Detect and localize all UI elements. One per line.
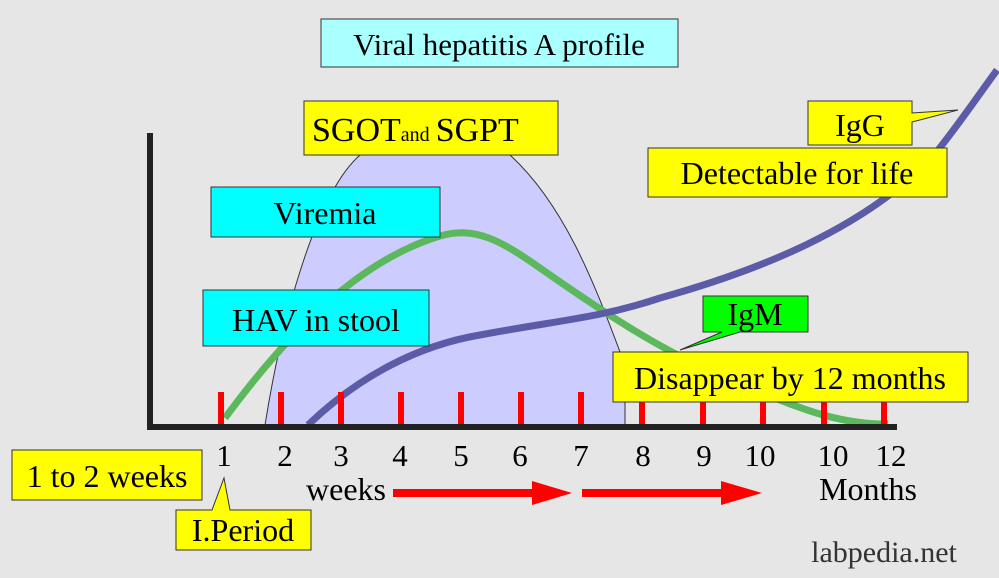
viremia-label: Viremia [274, 195, 377, 231]
title-box [320, 18, 679, 68]
tick-mark [578, 392, 584, 424]
igm-callout [679, 295, 809, 351]
tick-label: 2 [277, 438, 293, 473]
tick-label: 3 [333, 438, 349, 473]
igg-callout [807, 100, 959, 146]
incubation-box [11, 449, 203, 501]
period-callout [175, 476, 312, 551]
tick-mark [700, 392, 706, 424]
tick-label: 5 [453, 438, 469, 473]
viremia-label-box [210, 186, 441, 238]
hav-stool-label-box [202, 289, 430, 347]
watermark: labpedia.net [811, 536, 957, 569]
axis-tick-labels: 1 2 3 4 5 6 7 8 9 10 10 12 [216, 438, 906, 473]
igg-label: IgG [835, 107, 885, 143]
igg-note-box [647, 147, 948, 198]
diagram-title: Viral hepatitis A profile [353, 27, 645, 62]
tick-mark [278, 392, 284, 424]
igm-label: IgM [727, 296, 782, 332]
tick-mark [821, 392, 827, 424]
tick-label: 7 [573, 438, 589, 473]
weeks-label: weeks [306, 471, 386, 507]
weeks-arrow [393, 481, 572, 505]
tick-mark [639, 392, 645, 424]
red-tick-marks [218, 392, 887, 424]
tick-mark [518, 392, 524, 424]
tick-mark [338, 392, 344, 424]
tick-mark [218, 392, 224, 424]
igm-note: Disappear by 12 months [634, 360, 946, 396]
sgot-sgpt-label: SGOTand SGPT [312, 112, 519, 149]
sgot-sgpt-label-box [303, 100, 559, 156]
tick-label: 8 [635, 438, 651, 473]
tick-label: 1 [216, 438, 232, 473]
tick-label: 4 [392, 438, 408, 473]
hav-stool-label: HAV in stool [232, 302, 400, 338]
igg-note: Detectable for life [681, 155, 914, 191]
tick-label: 12 [876, 438, 907, 473]
tick-label: 10 [818, 438, 849, 473]
tick-label: 10 [745, 438, 776, 473]
igm-note-box [612, 351, 969, 403]
period-label: I.Period [192, 512, 294, 548]
tick-mark [458, 392, 464, 424]
tick-label: 6 [512, 438, 528, 473]
tick-mark [881, 392, 887, 424]
incubation-label: 1 to 2 weeks [27, 458, 188, 494]
tick-label: 9 [696, 438, 712, 473]
tick-mark [760, 392, 766, 424]
months-arrow [582, 481, 762, 505]
tick-mark [398, 392, 404, 424]
months-label: Months [819, 471, 917, 507]
